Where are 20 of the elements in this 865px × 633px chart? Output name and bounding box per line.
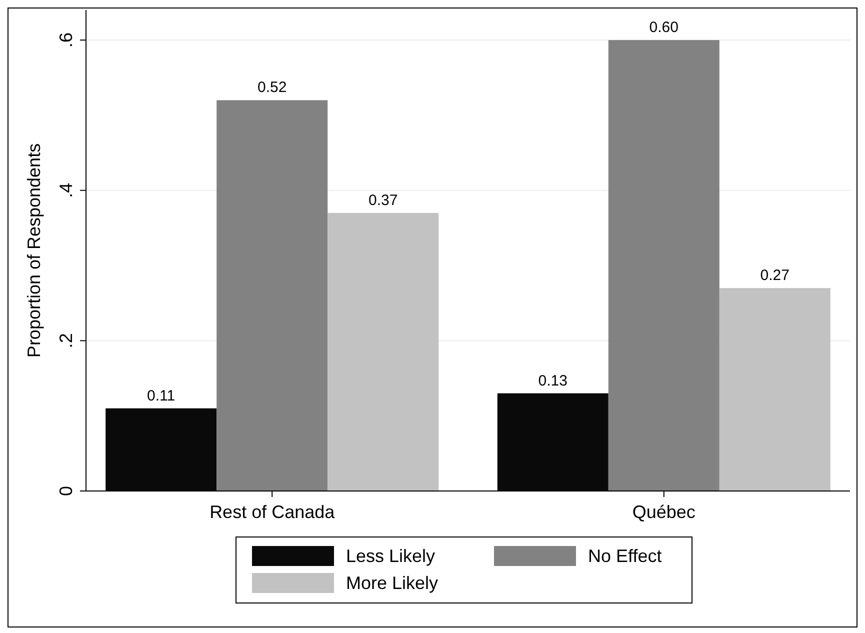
x-tick-label: Québec bbox=[632, 502, 696, 522]
bar bbox=[608, 40, 720, 491]
y-tick-label: 0 bbox=[56, 486, 76, 496]
y-tick-label: .2 bbox=[56, 333, 76, 348]
y-tick-label: .6 bbox=[56, 32, 76, 48]
bar bbox=[328, 212, 439, 491]
data-label: 0.60 bbox=[649, 19, 678, 36]
legend-label: No Effect bbox=[588, 546, 662, 566]
data-label: 0.13 bbox=[538, 372, 568, 390]
data-label: 0.52 bbox=[258, 79, 287, 96]
data-label: 0.27 bbox=[760, 267, 790, 284]
y-tick-label: .4 bbox=[56, 182, 76, 198]
legend-label: More Likely bbox=[346, 573, 438, 593]
bar bbox=[719, 288, 830, 491]
y-axis-title: Proportion of Respondents bbox=[24, 143, 44, 358]
legend-label: Less Likely bbox=[346, 546, 436, 566]
data-label: 0.37 bbox=[368, 192, 398, 209]
x-tick-label: Rest of Canada bbox=[210, 502, 336, 522]
data-label: 0.11 bbox=[147, 387, 176, 404]
bar bbox=[216, 100, 328, 491]
